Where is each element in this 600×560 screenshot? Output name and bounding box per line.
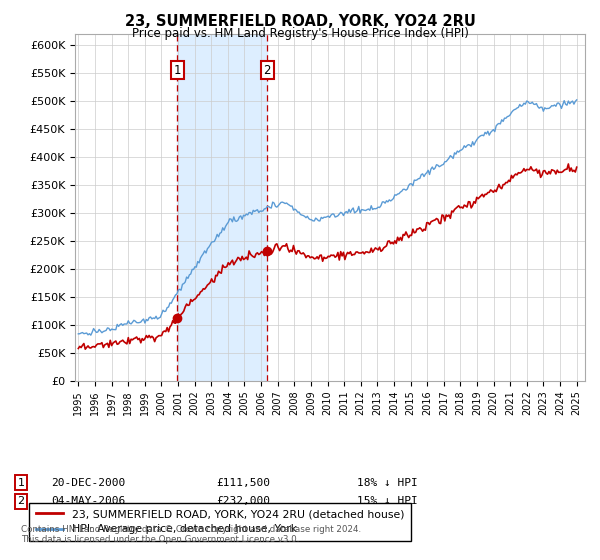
Legend: 23, SUMMERFIELD ROAD, YORK, YO24 2RU (detached house), HPI: Average price, detac: 23, SUMMERFIELD ROAD, YORK, YO24 2RU (de… — [29, 502, 410, 541]
Text: 1: 1 — [17, 478, 25, 488]
Bar — [178, 34, 267, 381]
Text: 2: 2 — [17, 496, 25, 506]
Text: 1: 1 — [173, 63, 181, 77]
Text: £232,000: £232,000 — [216, 496, 270, 506]
Text: 23, SUMMERFIELD ROAD, YORK, YO24 2RU: 23, SUMMERFIELD ROAD, YORK, YO24 2RU — [125, 14, 475, 29]
Text: 2: 2 — [263, 63, 271, 77]
Text: Price paid vs. HM Land Registry's House Price Index (HPI): Price paid vs. HM Land Registry's House … — [131, 27, 469, 40]
Text: 20-DEC-2000: 20-DEC-2000 — [51, 478, 125, 488]
Text: 18% ↓ HPI: 18% ↓ HPI — [357, 478, 418, 488]
Text: £111,500: £111,500 — [216, 478, 270, 488]
Text: 15% ↓ HPI: 15% ↓ HPI — [357, 496, 418, 506]
Text: Contains HM Land Registry data © Crown copyright and database right 2024.
This d: Contains HM Land Registry data © Crown c… — [21, 525, 361, 544]
Text: 04-MAY-2006: 04-MAY-2006 — [51, 496, 125, 506]
